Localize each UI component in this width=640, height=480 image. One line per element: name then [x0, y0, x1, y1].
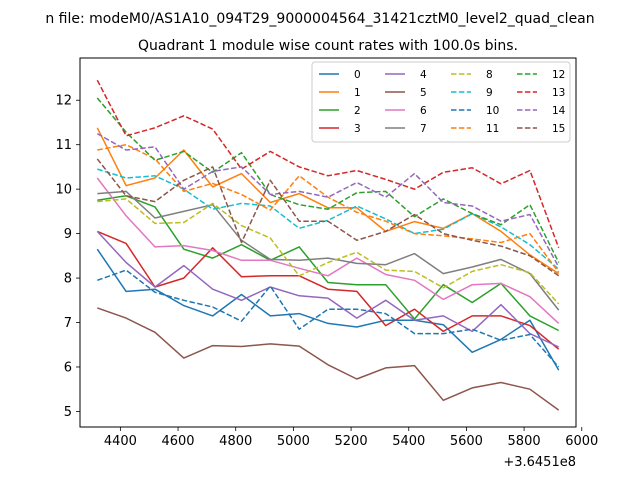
legend-label-0: 0 — [354, 69, 361, 81]
legend-label-1: 1 — [354, 87, 361, 99]
legend-label-13: 13 — [552, 87, 565, 99]
x-tick-label: 5600 — [450, 434, 483, 449]
x-tick-label: 5400 — [392, 434, 425, 449]
legend-box — [311, 61, 571, 143]
y-tick-label: 5 — [64, 405, 72, 420]
series-line-1 — [96, 127, 560, 275]
series-line-8 — [97, 198, 560, 305]
y-tick-label: 12 — [55, 94, 72, 109]
series-line-2 — [97, 195, 560, 332]
y-axis: 5 6 7 8 9 10 11 12 — [55, 94, 80, 420]
series-line-0 — [96, 248, 560, 371]
series-line-4 — [96, 230, 560, 348]
y-tick-label: 6 — [64, 360, 72, 375]
legend-label-12: 12 — [552, 69, 565, 81]
x-tick-label: 5000 — [277, 434, 310, 449]
x-tick-label: 4400 — [104, 434, 137, 449]
legend-label-15: 15 — [552, 123, 565, 135]
legend-label-5: 5 — [420, 87, 427, 99]
x-tick-label: 5200 — [335, 434, 368, 449]
plot-area — [96, 79, 560, 411]
series-line-14 — [96, 132, 560, 268]
y-tick-label: 9 — [64, 227, 72, 242]
legend-label-2: 2 — [354, 105, 361, 117]
series-line-3 — [97, 230, 560, 350]
legend-label-7: 7 — [420, 123, 427, 135]
series-line-5 — [97, 307, 560, 411]
x-tick-label: 5800 — [508, 434, 541, 449]
x-axis: 4400 4600 4800 5000 5200 5400 5600 5800 6000 — [104, 427, 598, 449]
x-tick-label: 6000 — [565, 434, 598, 449]
chart-title: Quadrant 1 module wise count rates with … — [138, 38, 518, 54]
series-line-10 — [97, 269, 560, 368]
legend-label-6: 6 — [420, 105, 427, 117]
y-tick-label: 7 — [64, 316, 72, 331]
legend-label-9: 9 — [486, 87, 493, 99]
legend-label-10: 10 — [486, 105, 499, 117]
y-tick-label: 10 — [55, 183, 72, 198]
legend-label-3: 3 — [354, 123, 361, 135]
series-line-7 — [97, 190, 560, 311]
legend-label-14: 14 — [552, 105, 566, 117]
x-tick-label: 4800 — [219, 434, 252, 449]
y-tick-label: 8 — [64, 272, 72, 287]
series-line-15 — [96, 158, 560, 277]
series-line-13 — [96, 79, 560, 249]
filename-line: n file: modeM0/AS1A10_094T29_9000004564_… — [45, 11, 594, 27]
y-tick-label: 11 — [55, 138, 72, 153]
series-line-9 — [97, 168, 560, 270]
legend-label-8: 8 — [486, 69, 493, 81]
series-line-12 — [96, 97, 560, 263]
legend-label-4: 4 — [420, 69, 427, 81]
series-line-11 — [97, 143, 560, 273]
x-offset-label: +3.6451e8 — [503, 455, 576, 470]
axes-frame — [79, 57, 577, 428]
x-tick-label: 4600 — [161, 434, 194, 449]
series-line-6 — [96, 177, 560, 324]
legend-label-11: 11 — [486, 123, 499, 135]
